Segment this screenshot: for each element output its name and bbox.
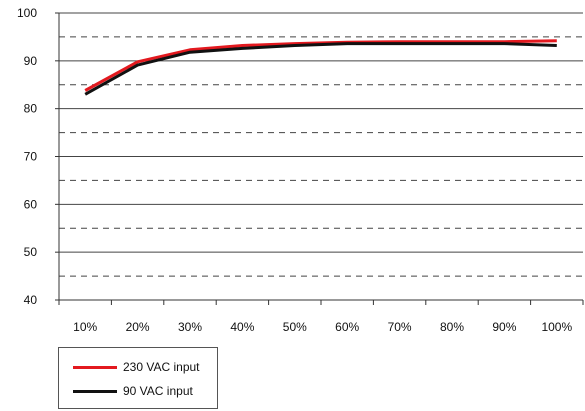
y-tick-label: 80 xyxy=(24,102,38,116)
legend-swatch-series-1 xyxy=(73,365,117,369)
tick-labels: 40 50 60 70 80 90 100 10% 20% 30% 40% 50% 60% 70% 80% 9… xyxy=(17,6,573,334)
y-tick-label: 70 xyxy=(24,150,38,164)
y-tick-label: 40 xyxy=(24,293,38,307)
y-tick-label: 100 xyxy=(17,6,37,20)
x-tick-label: 50% xyxy=(283,320,307,334)
series-line-1 xyxy=(84,39,557,92)
legend-item-series-1: 230 VAC input xyxy=(73,359,200,375)
x-tick-label: 60% xyxy=(335,320,359,334)
series-line-2 xyxy=(84,42,557,96)
axes xyxy=(55,12,584,305)
x-tick-label: 80% xyxy=(440,320,464,334)
series-lines xyxy=(84,39,557,96)
y-tick-label: 60 xyxy=(24,197,38,211)
x-tick-label: 30% xyxy=(178,320,202,334)
x-tick-label: 90% xyxy=(492,320,516,334)
x-tick-label: 70% xyxy=(388,320,412,334)
legend-swatch-series-2 xyxy=(73,389,117,393)
legend-label-series-1: 230 VAC input xyxy=(123,360,200,374)
legend-label-series-2: 90 VAC input xyxy=(123,384,193,398)
x-tick-label: 100% xyxy=(541,320,572,334)
x-tick-label: 10% xyxy=(73,320,97,334)
legend-item-series-2: 90 VAC input xyxy=(73,383,193,399)
x-tick-label: 20% xyxy=(126,320,150,334)
x-tick-label: 40% xyxy=(230,320,254,334)
y-tick-label: 90 xyxy=(24,54,38,68)
grid-lines xyxy=(59,12,583,277)
y-tick-label: 50 xyxy=(24,245,38,259)
legend: 230 VAC input 90 VAC input xyxy=(58,347,218,409)
